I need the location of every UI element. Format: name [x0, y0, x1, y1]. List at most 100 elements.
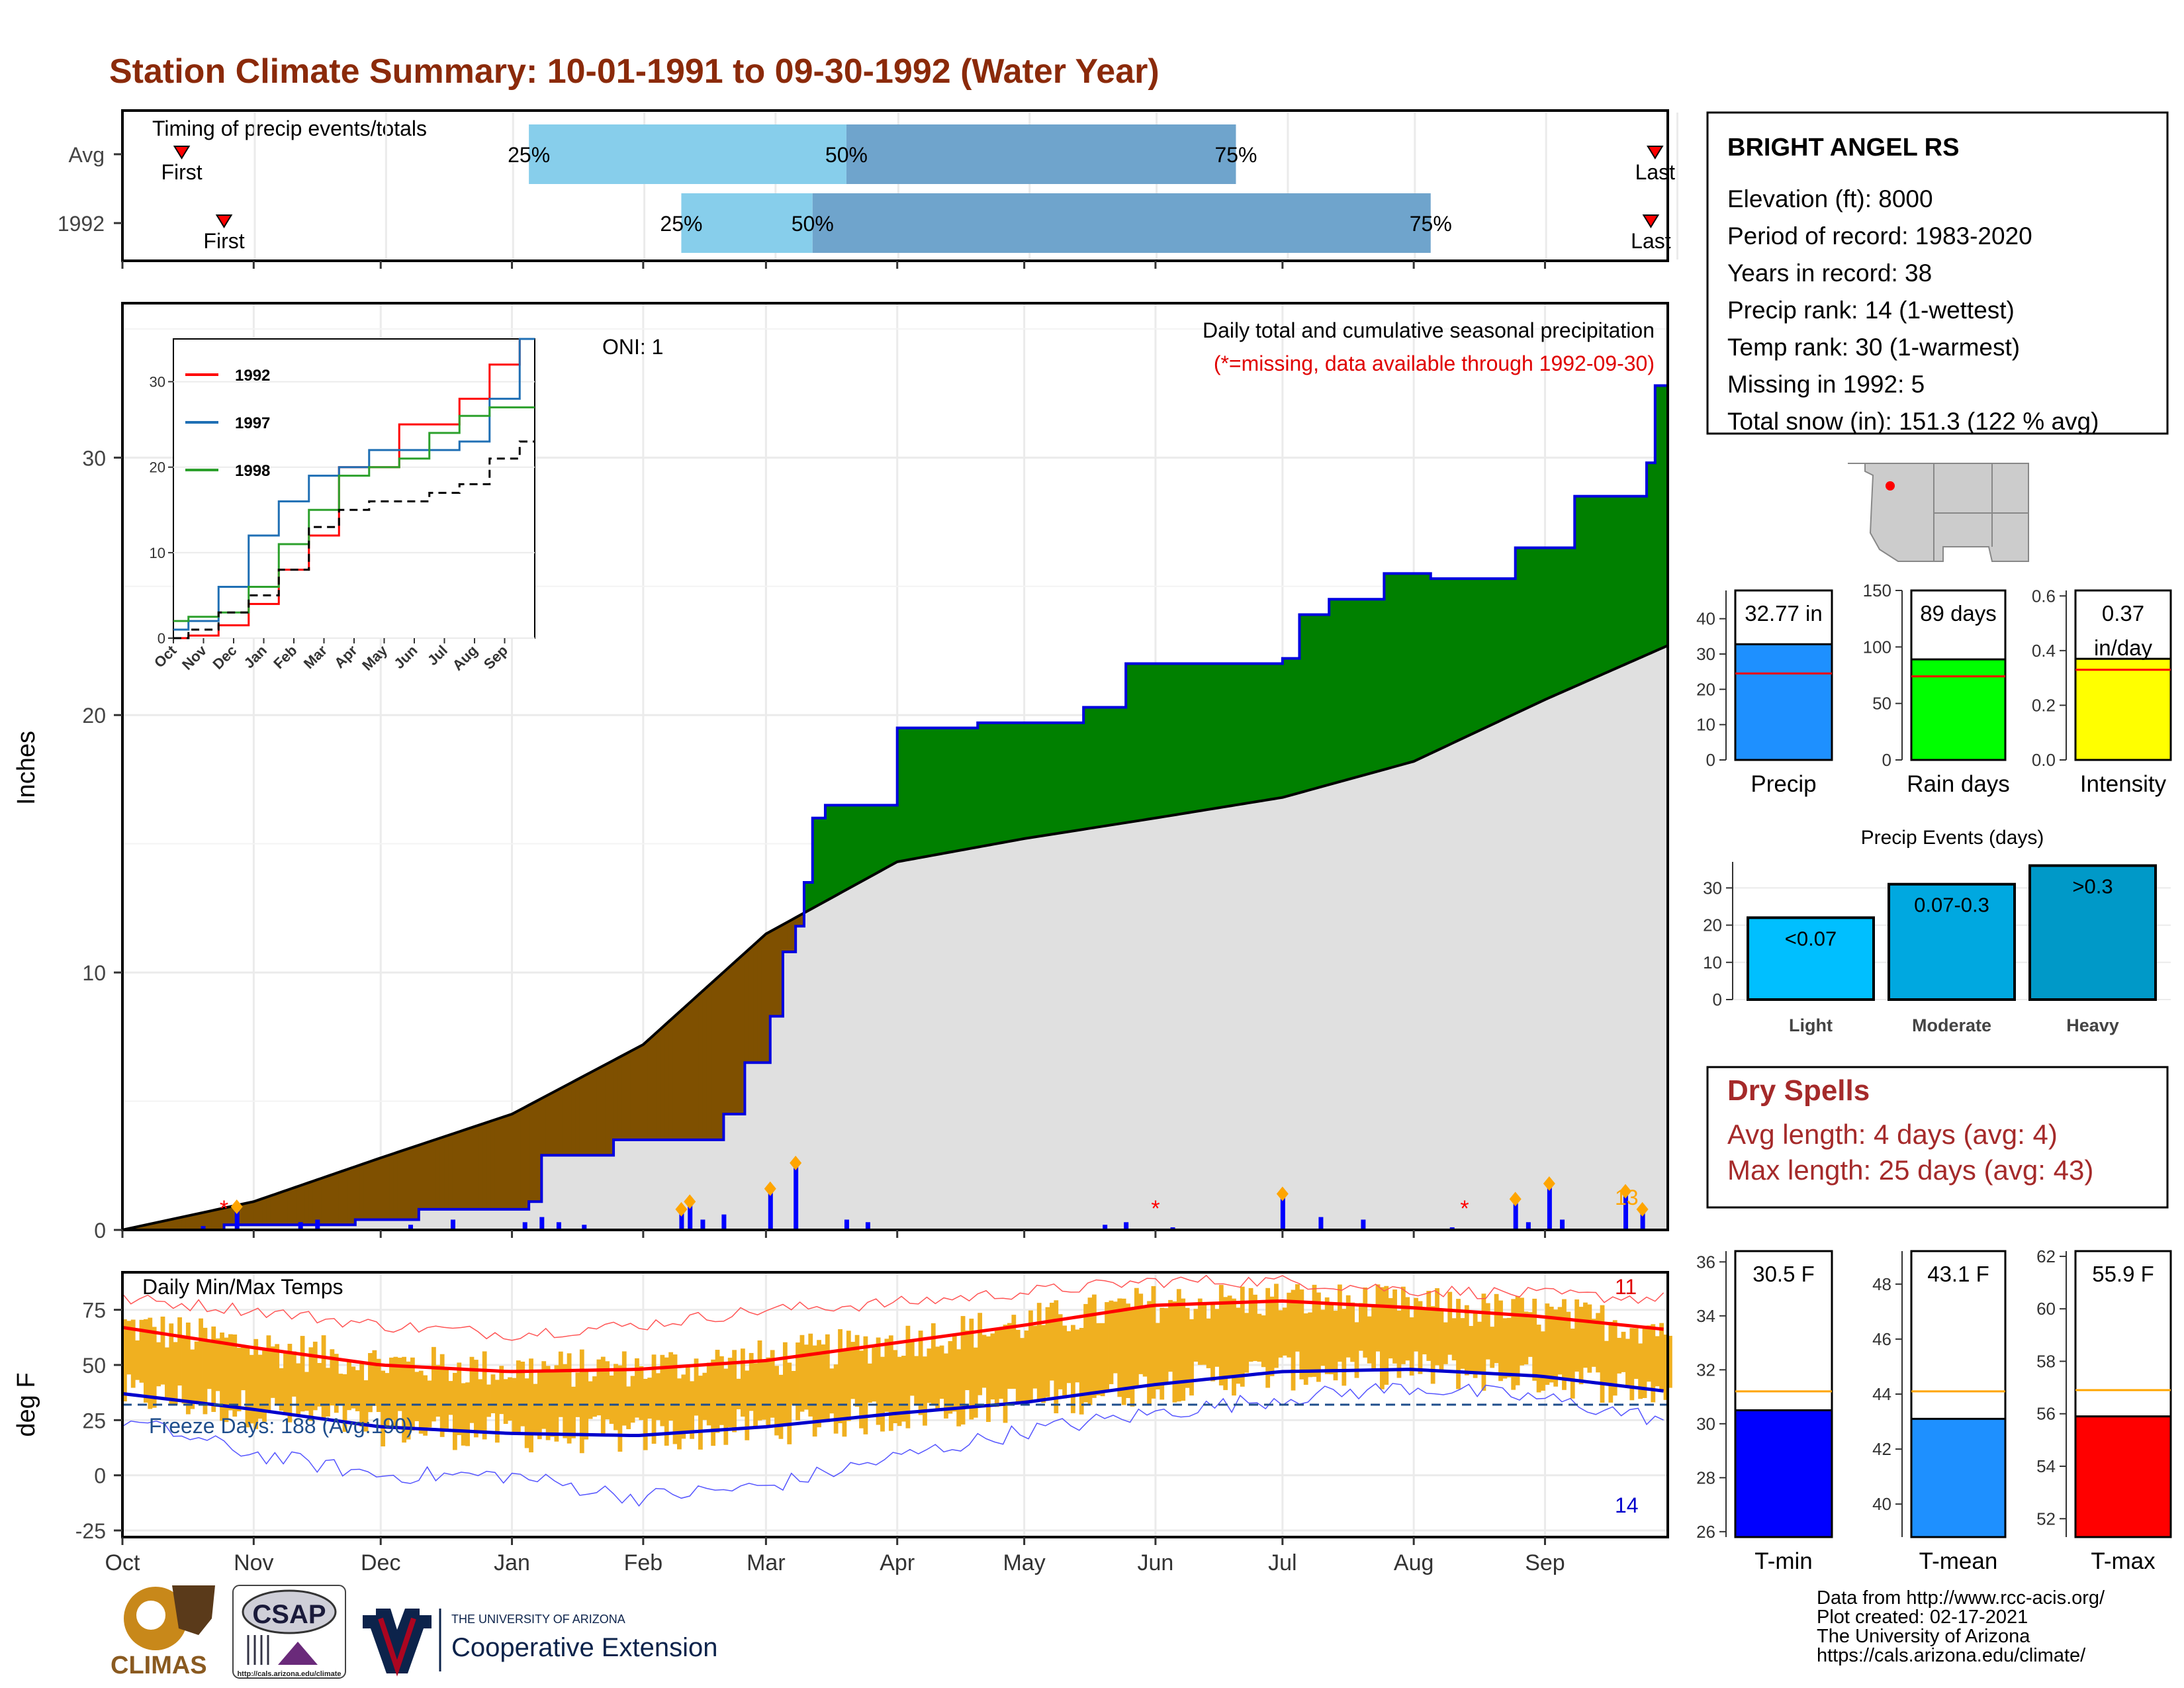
daily-precip-bar	[1318, 1217, 1324, 1230]
precip-departure-fill	[923, 727, 928, 857]
precip-departure-fill	[1075, 722, 1080, 831]
precip-departure-fill	[262, 1197, 267, 1225]
daily-temp-range-bar	[614, 1364, 618, 1430]
precip-departure-fill	[668, 1019, 674, 1140]
inset-y-tick-label: 20	[150, 459, 165, 476]
precip-departure-fill	[1371, 599, 1377, 773]
precip-departure-fill	[960, 727, 966, 850]
daily-precip-bar	[1640, 1209, 1645, 1230]
precip-departure-fill	[376, 1158, 381, 1220]
daily-temp-range-bar	[1282, 1307, 1287, 1356]
precip-departure-fill	[423, 1143, 428, 1209]
daily-temp-range-bar	[160, 1316, 165, 1385]
daily-temp-range-bar	[973, 1347, 978, 1418]
mini-chart-y-tick-label: 40	[1872, 1494, 1891, 1514]
daily-temp-range-bar	[1435, 1288, 1439, 1366]
precip-departure-fill	[1485, 579, 1490, 727]
precip-departure-fill	[1274, 663, 1279, 799]
daily-temp-range-bar	[617, 1365, 623, 1452]
precip-departure-fill	[766, 933, 771, 1063]
daily-temp-range-bar	[194, 1341, 199, 1403]
daily-temp-range-bar	[1223, 1297, 1228, 1390]
mini-chart-y-tick-label: 54	[2036, 1456, 2056, 1476]
daily-temp-range-bar	[397, 1358, 402, 1411]
precip-departure-fill	[410, 1147, 416, 1220]
precip-departure-fill	[1121, 707, 1126, 823]
precip-departure-fill	[490, 1120, 496, 1209]
csap-wordmark: CSAP	[252, 1600, 326, 1629]
precip-departure-fill	[1308, 614, 1313, 790]
daily-temp-range-bar	[1134, 1288, 1139, 1387]
daily-temp-range-bar	[1430, 1306, 1435, 1384]
precip-departure-fill	[749, 947, 754, 1063]
daily-temp-range-bar	[766, 1357, 771, 1427]
daily-precip-bar	[315, 1219, 320, 1230]
daily-temp-range-bar	[1210, 1303, 1215, 1382]
daily-temp-range-bar	[1363, 1287, 1368, 1358]
daily-temp-range-bar	[1400, 1286, 1406, 1364]
events-bar-label: >0.3	[2072, 875, 2113, 898]
precip-departure-fill	[185, 1215, 191, 1230]
precip-departure-fill	[880, 805, 886, 870]
precip-departure-fill	[1240, 663, 1245, 804]
precip-departure-fill	[206, 1211, 212, 1230]
daily-temp-range-bar	[893, 1350, 898, 1423]
daily-temp-range-bar	[1020, 1338, 1025, 1401]
heavy-event-marker	[230, 1199, 243, 1214]
inset-y-tick-label: 10	[150, 545, 165, 561]
precip-departure-fill	[1265, 663, 1271, 800]
daily-temp-range-bar	[520, 1361, 525, 1427]
precip-departure-fill	[478, 1124, 483, 1209]
daily-temp-range-bar	[681, 1374, 686, 1439]
daily-temp-range-bar	[1621, 1331, 1626, 1372]
daily-temp-range-bar	[1520, 1297, 1524, 1366]
daily-temp-range-bar	[1342, 1309, 1347, 1386]
precip-departure-fill	[1363, 599, 1368, 775]
daily-temp-range-bar	[406, 1361, 411, 1440]
precip-departure-fill	[1384, 573, 1389, 769]
precip-departure-fill	[1316, 614, 1322, 788]
daily-temp-range-bar	[130, 1319, 136, 1388]
daily-temp-range-bar	[939, 1345, 944, 1399]
dry-spells-avg: Avg length: 4 days (avg: 4)	[1727, 1119, 2058, 1150]
mini-chart-y-tick-label: 58	[2036, 1351, 2056, 1371]
precip-departure-fill	[1329, 599, 1334, 784]
precip-departure-fill	[672, 1015, 678, 1140]
daily-temp-range-bar	[1549, 1306, 1554, 1383]
precip-departure-fill	[817, 818, 822, 905]
daily-temp-range-bar	[220, 1333, 224, 1421]
daily-temp-range-bar	[211, 1326, 216, 1412]
precip-departure-fill	[1130, 663, 1135, 822]
timing-p25-label: 25%	[508, 143, 550, 167]
daily-temp-range-bar	[1604, 1340, 1609, 1385]
daily-temp-range-bar	[381, 1370, 386, 1447]
inset-y-tick-label: 30	[150, 374, 165, 391]
daily-temp-range-bar	[499, 1366, 504, 1415]
precip-title: Daily total and cumulative seasonal prec…	[1203, 318, 1655, 342]
precip-departure-fill	[1070, 722, 1075, 831]
daily-temp-range-bar	[279, 1368, 284, 1411]
daily-temp-range-bar	[1087, 1297, 1093, 1405]
daily-temp-range-bar	[1024, 1330, 1029, 1404]
temps-y-tick-label: 50	[82, 1354, 106, 1378]
precip-departure-fill	[1138, 663, 1144, 821]
precip-departure-fill	[199, 1213, 204, 1230]
precip-departure-fill	[241, 1203, 246, 1225]
daily-temp-range-bar	[1447, 1291, 1453, 1355]
precip-departure-fill	[452, 1133, 457, 1209]
daily-temp-range-bar	[605, 1361, 610, 1420]
precip-departure-fill	[1096, 707, 1101, 827]
events-y-tick-label: 10	[1703, 953, 1722, 972]
daily-temp-range-bar	[1527, 1312, 1533, 1357]
precip-departure-fill	[1379, 599, 1385, 771]
daily-temp-range-bar	[782, 1342, 788, 1426]
daily-temp-range-bar	[761, 1360, 766, 1420]
precip-departure-fill	[956, 727, 962, 851]
daily-temp-range-bar	[1248, 1288, 1253, 1362]
daily-temp-range-bar	[567, 1353, 572, 1444]
heavy-event-marker	[675, 1201, 688, 1217]
daily-temp-range-bar	[1456, 1299, 1461, 1389]
precip-departure-fill	[283, 1190, 289, 1225]
precip-departure-fill	[1142, 663, 1148, 820]
precip-departure-fill	[745, 951, 750, 1063]
